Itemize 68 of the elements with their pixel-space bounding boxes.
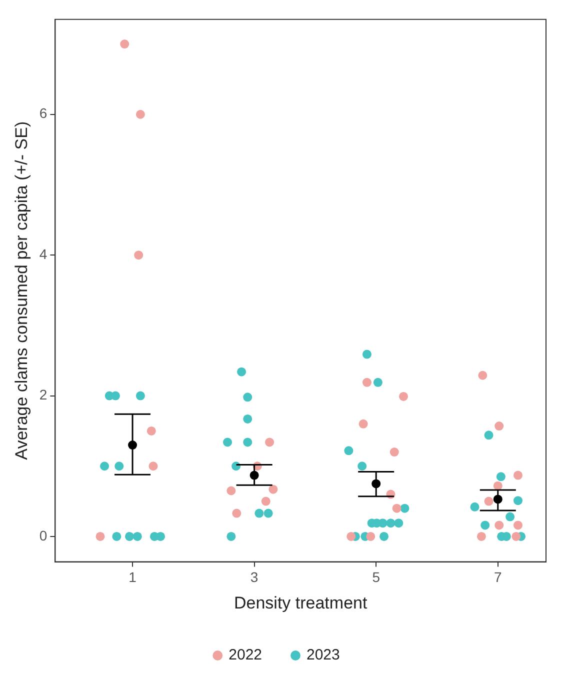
point xyxy=(156,532,166,541)
point xyxy=(478,370,488,380)
x-tick-label: 7 xyxy=(494,569,502,586)
point xyxy=(484,496,494,506)
point xyxy=(513,520,522,530)
x-tick-label: 1 xyxy=(128,569,137,586)
point xyxy=(226,532,236,541)
point xyxy=(265,438,274,447)
point xyxy=(268,484,278,494)
legend-label: 2023 xyxy=(306,646,340,664)
x-tick-label: 5 xyxy=(372,569,380,586)
point xyxy=(494,422,504,431)
point xyxy=(362,350,372,359)
point xyxy=(358,462,367,471)
point xyxy=(96,532,105,541)
point xyxy=(390,448,399,457)
point xyxy=(366,532,376,541)
point xyxy=(226,486,236,496)
point xyxy=(512,532,521,541)
point xyxy=(400,504,410,513)
point xyxy=(358,419,368,428)
point xyxy=(373,378,382,387)
point xyxy=(100,462,110,471)
y-axis-title: Average clams consumed per capita (+/- SE) xyxy=(12,121,31,460)
point xyxy=(120,40,130,49)
point xyxy=(496,472,506,482)
point xyxy=(223,438,232,447)
point xyxy=(346,532,356,541)
x-axis-title: Density treatment xyxy=(234,593,368,612)
point xyxy=(148,462,158,471)
point xyxy=(380,532,389,541)
y-tick-label: 6 xyxy=(39,105,48,122)
point xyxy=(134,250,144,260)
point xyxy=(146,426,156,436)
point xyxy=(112,532,122,541)
point xyxy=(386,518,396,528)
point xyxy=(484,430,494,440)
point xyxy=(362,378,372,387)
point xyxy=(136,391,145,400)
legend-label: 2022 xyxy=(228,646,262,664)
point xyxy=(513,470,522,480)
point xyxy=(470,502,480,512)
point xyxy=(399,392,408,401)
point xyxy=(493,481,502,490)
point xyxy=(476,532,486,541)
point xyxy=(261,496,270,506)
y-tick-label: 2 xyxy=(39,386,48,403)
point xyxy=(243,438,252,447)
point xyxy=(394,518,404,528)
point xyxy=(344,446,354,456)
point xyxy=(264,508,273,518)
x-tick-label: 3 xyxy=(250,569,258,586)
point xyxy=(506,512,515,522)
point xyxy=(243,392,252,402)
point xyxy=(254,508,264,518)
point xyxy=(480,520,490,530)
y-tick-label: 0 xyxy=(39,527,48,544)
point xyxy=(132,532,142,541)
point xyxy=(494,520,504,530)
point xyxy=(114,462,124,471)
point xyxy=(243,414,252,424)
point xyxy=(237,367,246,376)
point xyxy=(392,504,402,513)
y-tick-label: 4 xyxy=(39,246,48,262)
point xyxy=(124,532,134,541)
point xyxy=(232,508,242,518)
point xyxy=(136,110,145,119)
point xyxy=(513,496,522,506)
